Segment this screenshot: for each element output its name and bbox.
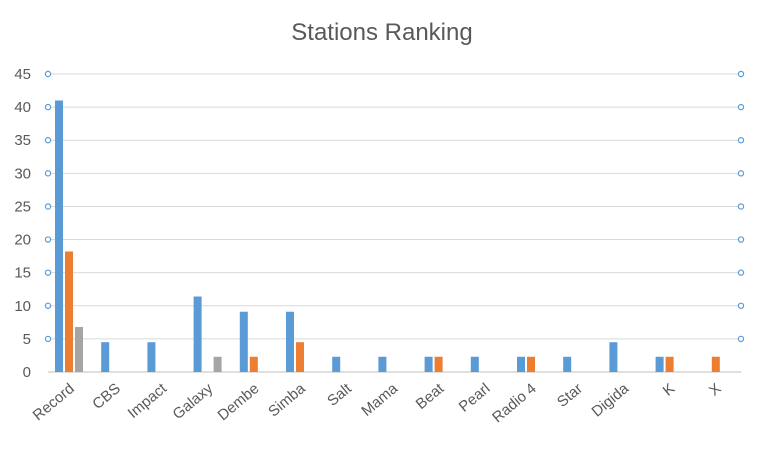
- bar: [434, 356, 443, 372]
- right-handle-icon: [737, 170, 745, 177]
- x-tick-label: Radio 4: [489, 380, 540, 426]
- left-handle-icon: [44, 269, 52, 276]
- bar: [527, 356, 535, 372]
- y-tick-label: 10: [14, 298, 31, 315]
- left-handle-icon: [44, 70, 52, 78]
- x-tick-label: Mama: [358, 380, 401, 420]
- bar: [517, 356, 525, 372]
- x-tick-label: Digida: [589, 380, 633, 421]
- bar: [239, 311, 248, 372]
- bar: [609, 342, 618, 372]
- bar: [711, 356, 720, 372]
- bar: [65, 251, 73, 372]
- x-tick-label: Star: [554, 380, 586, 411]
- bar: [213, 356, 222, 372]
- chart-title: Stations Ranking: [291, 19, 472, 46]
- x-tick-label: K: [660, 380, 679, 399]
- bar: [470, 356, 479, 372]
- left-handle-icon: [44, 236, 52, 243]
- bar: [655, 356, 664, 372]
- y-tick-label: 40: [14, 99, 31, 116]
- left-handle-icon: [44, 103, 52, 111]
- bar: [378, 356, 387, 372]
- y-tick-label: 5: [23, 331, 31, 348]
- x-tick-label: Record: [30, 380, 78, 424]
- bar: [75, 326, 83, 372]
- x-tick-label: Pearl: [456, 380, 494, 416]
- y-axis-ticks: 0 5 10 15 20 25 30 35 40 45: [14, 66, 31, 381]
- bar: [563, 356, 572, 372]
- x-tick-label: Salt: [324, 380, 355, 410]
- bar: [332, 356, 341, 372]
- y-tick-label: 45: [14, 66, 31, 83]
- y-tick-label: 30: [14, 165, 31, 182]
- left-handle-icon: [44, 137, 52, 144]
- x-tick-label: Impact: [125, 380, 171, 422]
- bar: [55, 100, 63, 372]
- bar: [193, 296, 202, 372]
- right-handle-icon: [737, 70, 745, 78]
- right-handle-icon: [737, 236, 745, 243]
- bar: [249, 356, 258, 372]
- right-handle-icon: [737, 335, 745, 343]
- x-tick-label: Dembe: [214, 380, 262, 424]
- x-tick-label: Simba: [265, 380, 309, 421]
- y-tick-label: 20: [14, 232, 31, 249]
- y-tick-label: 35: [14, 132, 31, 149]
- right-handle-icon: [737, 302, 745, 309]
- bars: [55, 100, 720, 372]
- y-tick-label: 0: [23, 364, 31, 381]
- right-handle-icon: [737, 269, 745, 276]
- selection-handles: [44, 70, 745, 343]
- y-tick-label: 25: [14, 198, 31, 215]
- bar: [286, 311, 294, 372]
- left-handle-icon: [44, 170, 52, 177]
- bar: [296, 342, 304, 372]
- right-handle-icon: [737, 103, 745, 111]
- x-tick-label: Galaxy: [170, 380, 217, 423]
- bar: [147, 342, 156, 372]
- gridlines: [48, 73, 741, 373]
- left-handle-icon: [44, 335, 52, 343]
- left-handle-icon: [44, 203, 52, 210]
- bar: [424, 356, 433, 372]
- y-tick-label: 15: [14, 265, 31, 282]
- right-handle-icon: [737, 203, 745, 210]
- bar: [101, 342, 110, 372]
- x-tick-label: Beat: [413, 380, 448, 413]
- x-tick-label: X: [706, 380, 725, 399]
- right-handle-icon: [737, 137, 745, 144]
- left-handle-icon: [44, 302, 52, 309]
- bar: [665, 356, 674, 372]
- x-tick-label: CBS: [89, 380, 124, 413]
